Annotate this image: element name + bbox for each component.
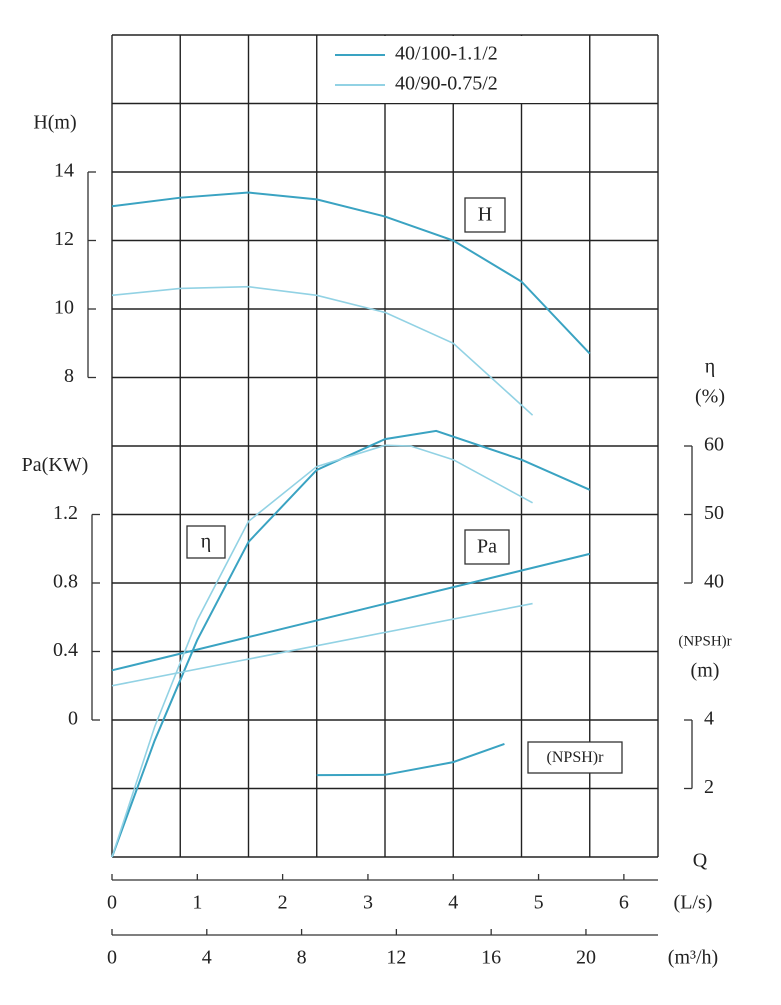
curve-label-box [186, 525, 226, 559]
curve [111, 552, 590, 672]
curve [111, 285, 534, 416]
y-tick-label: 0.4 [53, 639, 78, 661]
curve [111, 429, 591, 858]
axis-title: (%) [695, 386, 725, 408]
x-tick-label: 20 [576, 947, 596, 969]
curve-label-box [464, 197, 506, 233]
axis-title: η [705, 356, 715, 378]
x-tick-label: 4 [448, 892, 458, 914]
y-tick-label: 2 [704, 776, 714, 798]
curve [111, 444, 533, 858]
y-tick-label: 60 [704, 434, 724, 456]
x-tick-label: 4 [202, 947, 212, 969]
axis-title: (m³/h) [668, 947, 718, 969]
x-tick-label: 12 [386, 947, 406, 969]
x-tick-label: 8 [297, 947, 307, 969]
curve [111, 602, 533, 687]
curve-label: η [201, 531, 211, 553]
axis-title: Pa(KW) [22, 454, 89, 476]
y-tick-label: 14 [54, 160, 74, 182]
x-tick-label: 0 [107, 892, 117, 914]
curve-label-box [527, 741, 623, 774]
curve-label: Pa [477, 536, 497, 558]
axis-title: Q [693, 850, 708, 872]
curve-label: (NPSH)r [547, 749, 605, 766]
y-tick-label: 0 [68, 708, 78, 730]
y-tick-label: 4 [704, 708, 714, 730]
curve-label: H [478, 204, 492, 226]
y-tick-label: 12 [54, 228, 74, 250]
y-tick-label: 40 [704, 571, 724, 593]
axis-title: (m) [691, 660, 720, 682]
y-tick-label: 8 [64, 365, 74, 387]
legend-label: 40/90-0.75/2 [395, 73, 498, 95]
curve [316, 743, 505, 777]
axis-title: H(m) [33, 112, 76, 134]
axis-title: (L/s) [674, 892, 713, 914]
x-tick-label: 1 [192, 892, 202, 914]
x-tick-label: 5 [534, 892, 544, 914]
curve-label-box [464, 529, 510, 565]
y-tick-label: 1.2 [53, 502, 78, 524]
x-tick-label: 3 [363, 892, 373, 914]
x-tick-label: 0 [107, 947, 117, 969]
axis-title: (NPSH)r [678, 633, 731, 649]
y-tick-label: 10 [54, 297, 74, 319]
x-tick-label: 2 [278, 892, 288, 914]
y-tick-label: 50 [704, 502, 724, 524]
curve [111, 191, 591, 355]
y-tick-label: 0.8 [53, 571, 78, 593]
x-tick-label: 16 [481, 947, 501, 969]
x-tick-label: 6 [619, 892, 629, 914]
legend-label: 40/100-1.1/2 [395, 43, 498, 65]
legend-box [318, 36, 588, 103]
